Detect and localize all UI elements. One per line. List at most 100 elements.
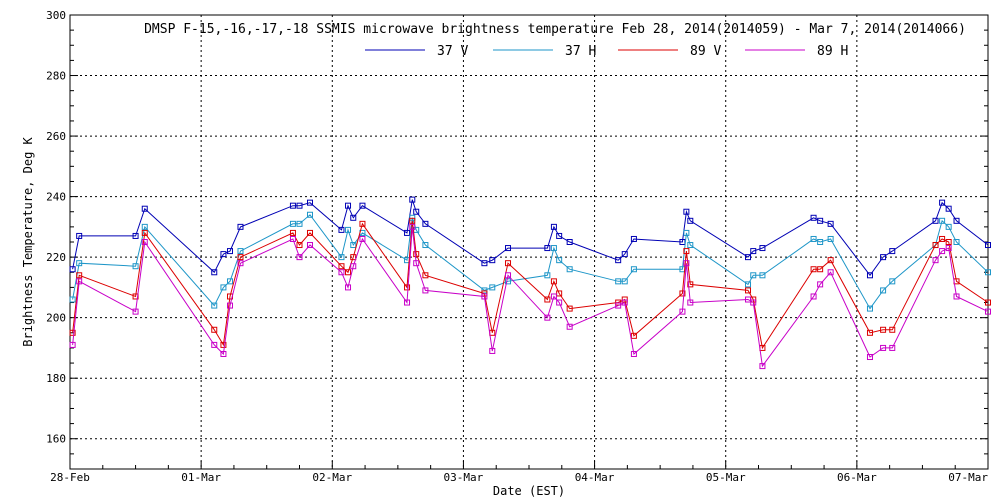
data-point [69, 341, 76, 348]
data-point [345, 284, 352, 291]
data-point [422, 272, 429, 279]
data-point [422, 220, 429, 227]
series-89-h [69, 223, 991, 370]
data-point [306, 242, 313, 249]
data-point [544, 296, 551, 303]
data-point [880, 254, 887, 261]
data-point [683, 229, 690, 236]
data-point [132, 232, 139, 239]
data-point [932, 242, 939, 249]
data-point [615, 257, 622, 264]
data-point [750, 248, 757, 255]
data-point [413, 251, 420, 258]
data-point [817, 217, 824, 224]
data-point [422, 287, 429, 294]
data-point [409, 196, 416, 203]
x-axis-label: Date (EST) [493, 484, 565, 498]
data-point [687, 242, 694, 249]
data-point [679, 290, 686, 297]
data-point [505, 272, 512, 279]
x-tick-label: 28-Feb [50, 471, 90, 484]
x-tick-label: 05-Mar [706, 471, 746, 484]
data-point [939, 217, 946, 224]
series-line [72, 220, 989, 350]
data-point [413, 208, 420, 215]
data-point [338, 254, 345, 261]
data-point [141, 205, 148, 212]
data-point [810, 214, 817, 221]
data-point [350, 254, 357, 261]
data-point [132, 263, 139, 270]
data-point [413, 260, 420, 267]
data-point [409, 223, 416, 230]
data-point [827, 235, 834, 242]
data-point [481, 260, 488, 267]
data-point [556, 232, 563, 239]
data-point [945, 239, 952, 245]
data-point [945, 245, 952, 252]
data-point [76, 260, 83, 267]
data-point [556, 257, 563, 264]
data-point [211, 341, 218, 348]
data-point [679, 308, 686, 315]
y-tick-label: 240 [46, 191, 66, 204]
data-point [810, 293, 817, 300]
data-point [866, 354, 873, 361]
data-point [350, 263, 357, 270]
data-point [759, 245, 766, 252]
series-lines [69, 196, 991, 370]
data-point [505, 260, 512, 267]
data-point [985, 269, 991, 276]
data-point [615, 278, 622, 285]
data-point [226, 278, 233, 285]
y-axis-label: Brightness Temperature, Deg K [21, 136, 35, 346]
data-point [404, 284, 411, 291]
series-line [72, 199, 989, 277]
data-point [345, 269, 352, 276]
data-point [289, 235, 296, 242]
data-point [489, 257, 496, 264]
data-point [827, 220, 834, 227]
y-tick-label: 220 [46, 251, 66, 264]
data-point [220, 341, 227, 348]
data-point [621, 251, 628, 258]
x-tick-label: 01-Mar [181, 471, 221, 484]
x-tick-label: 02-Mar [312, 471, 352, 484]
data-point [615, 299, 622, 306]
data-point [550, 278, 557, 285]
data-point [759, 272, 766, 279]
data-point [345, 226, 352, 233]
data-point [630, 235, 637, 242]
data-point [338, 226, 345, 233]
data-point [866, 272, 873, 279]
data-point [550, 293, 557, 300]
data-point [306, 199, 313, 206]
data-point [750, 272, 757, 279]
data-point [985, 242, 991, 249]
data-point [866, 329, 873, 336]
data-point [422, 242, 429, 249]
data-point [289, 229, 296, 236]
y-tick-label: 200 [46, 312, 66, 325]
data-point [810, 266, 817, 273]
data-point [237, 260, 244, 267]
data-point [945, 205, 952, 212]
data-point [985, 299, 991, 306]
data-point [889, 344, 896, 351]
data-point [409, 217, 416, 224]
data-point [566, 266, 573, 273]
data-point [750, 299, 757, 306]
data-point [953, 293, 960, 300]
data-point [880, 326, 887, 333]
x-tick-label: 03-Mar [444, 471, 484, 484]
data-point [237, 223, 244, 230]
data-point [237, 254, 244, 261]
data-point [745, 254, 752, 261]
data-point [132, 308, 139, 315]
data-point [489, 284, 496, 291]
data-point [745, 296, 752, 303]
data-point [359, 235, 366, 242]
data-point [338, 263, 345, 270]
data-point [621, 278, 628, 285]
